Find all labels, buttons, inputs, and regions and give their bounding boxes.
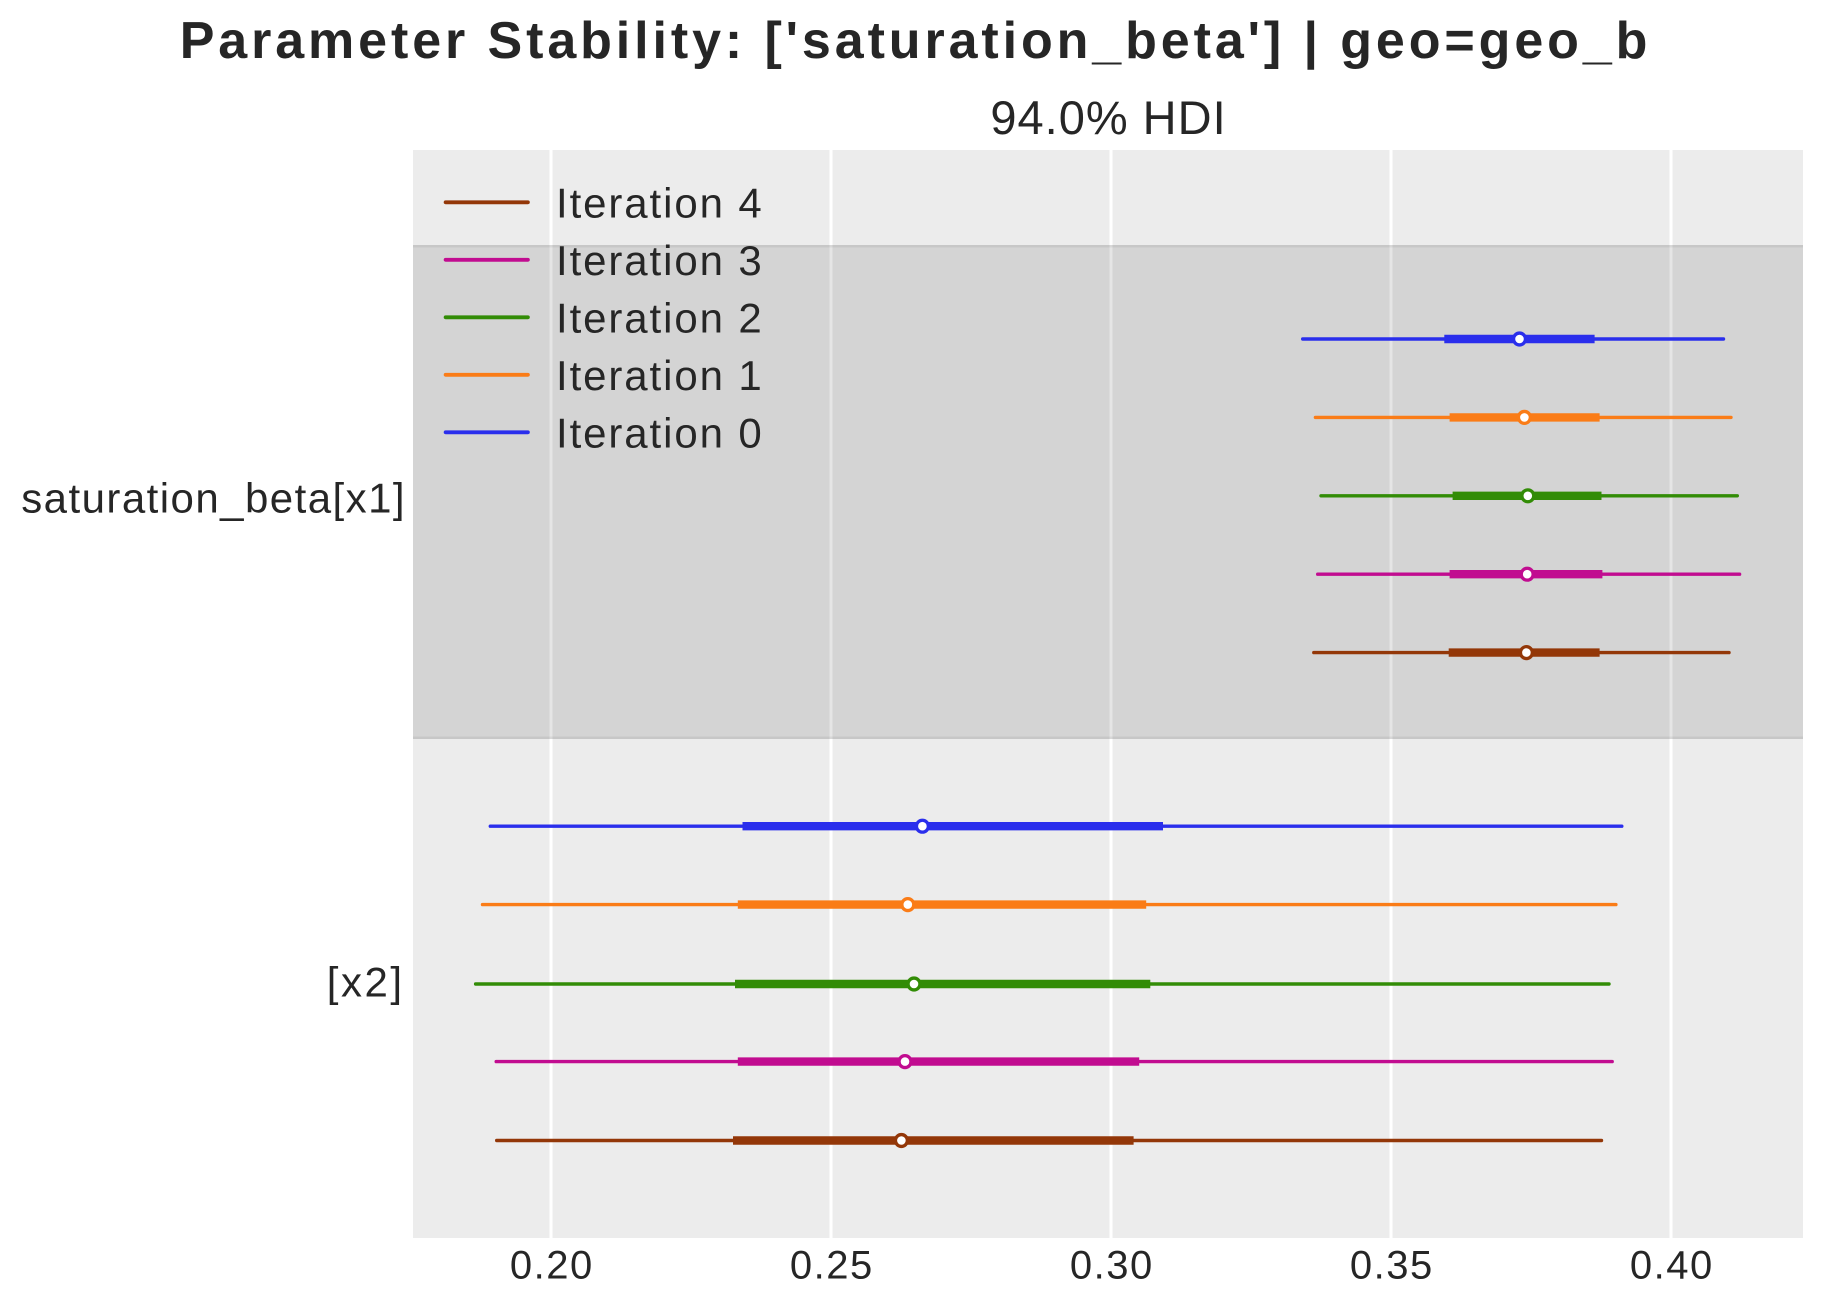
svg-text:Iteration 2: Iteration 2 (556, 294, 764, 341)
svg-text:0.20: 0.20 (510, 1243, 594, 1287)
svg-text:Iteration 0: Iteration 0 (556, 409, 764, 456)
svg-text:[x2]: [x2] (327, 959, 405, 1006)
svg-text:0.30: 0.30 (1070, 1243, 1154, 1287)
svg-text:Iteration 1: Iteration 1 (556, 352, 764, 399)
svg-text:94.0% HDI: 94.0% HDI (990, 91, 1226, 144)
svg-text:0.35: 0.35 (1350, 1243, 1434, 1287)
svg-text:Iteration 3: Iteration 3 (556, 237, 764, 284)
svg-text:Parameter Stability: ['saturat: Parameter Stability: ['saturation_beta']… (180, 12, 1652, 70)
svg-text:0.25: 0.25 (790, 1243, 874, 1287)
svg-text:Iteration 4: Iteration 4 (556, 179, 764, 226)
svg-text:0.40: 0.40 (1630, 1243, 1714, 1287)
svg-text:saturation_beta[x1]: saturation_beta[x1] (21, 475, 406, 522)
